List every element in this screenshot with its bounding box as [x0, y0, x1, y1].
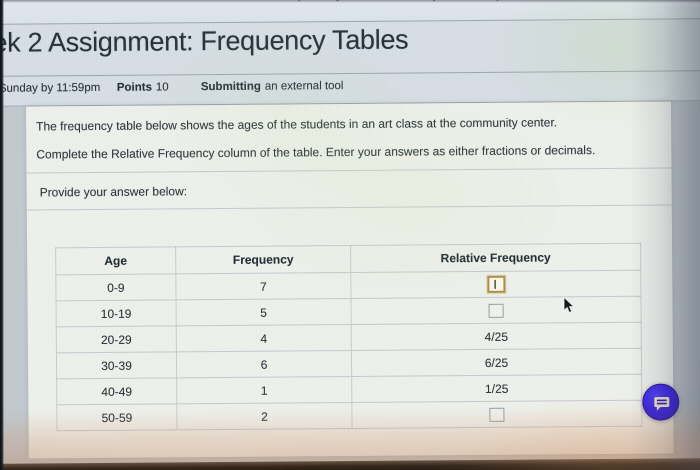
due-date: Sunday by 11:59pm: [0, 81, 101, 95]
submitting-label: Submitting: [200, 80, 261, 94]
relative-frequency-cell: [350, 270, 641, 299]
age-cell: 30-39: [56, 351, 177, 379]
frequency-cell: 1: [176, 376, 352, 404]
relative-frequency-cell: 1/25: [351, 374, 642, 403]
instruction-line-2: Complete the Relative Frequency column o…: [36, 143, 596, 162]
cutoff-text-fragment: [298, 0, 301, 2]
age-cell: 50-59: [56, 403, 178, 431]
column-header-frequency: Frequency: [175, 245, 351, 274]
assignment-meta-row: Sunday by 11:59pm Points 10 Submitting a…: [0, 77, 700, 99]
mouse-cursor: [563, 296, 575, 314]
points-label: Points: [116, 81, 153, 94]
age-cell: 0-9: [55, 273, 177, 301]
divider: [0, 70, 700, 77]
points-value: 10: [155, 81, 169, 94]
frequency-table: Age Frequency Relative Frequency 0-9 7 1…: [55, 242, 643, 432]
divider: [26, 167, 672, 174]
age-cell: 40-49: [56, 377, 177, 405]
assignment-title: ek 2 Assignment: Frequency Tables: [0, 24, 409, 58]
cutoff-text-fragment: [433, 0, 436, 2]
relative-frequency-cell: [350, 296, 642, 325]
relative-frequency-cell: [351, 400, 643, 429]
cutoff-text-fragment: [336, 0, 340, 2]
relative-frequency-cell: 6/25: [351, 348, 642, 377]
age-cell: 10-19: [56, 299, 177, 327]
assignment-content-card: The frequency table below shows the ages…: [25, 101, 674, 459]
divider: [26, 204, 672, 211]
relative-frequency-input-10-19[interactable]: [488, 303, 504, 318]
frequency-cell: 2: [176, 402, 353, 430]
frequency-cell: 4: [176, 324, 352, 352]
cutoff-text-fragment: [496, 0, 500, 1]
table-row: 50-59 2: [56, 400, 643, 431]
chat-bubble-icon: [654, 397, 670, 411]
column-header-relative-frequency: Relative Frequency: [350, 243, 641, 273]
answer-prompt: Provide your answer below:: [39, 184, 188, 200]
chat-button[interactable]: [642, 383, 680, 421]
relative-frequency-input-0-9[interactable]: [486, 275, 505, 293]
frequency-cell: 6: [176, 350, 352, 378]
column-header-age: Age: [55, 246, 176, 275]
frequency-cell: 5: [176, 298, 352, 326]
instruction-line-1: The frequency table below shows the ages…: [36, 115, 558, 134]
relative-frequency-cell: 4/25: [351, 322, 642, 351]
relative-frequency-input-50-59[interactable]: [489, 407, 505, 422]
age-cell: 20-29: [56, 325, 177, 353]
submitting-value: an external tool: [264, 80, 344, 93]
frequency-cell: 7: [175, 272, 351, 300]
